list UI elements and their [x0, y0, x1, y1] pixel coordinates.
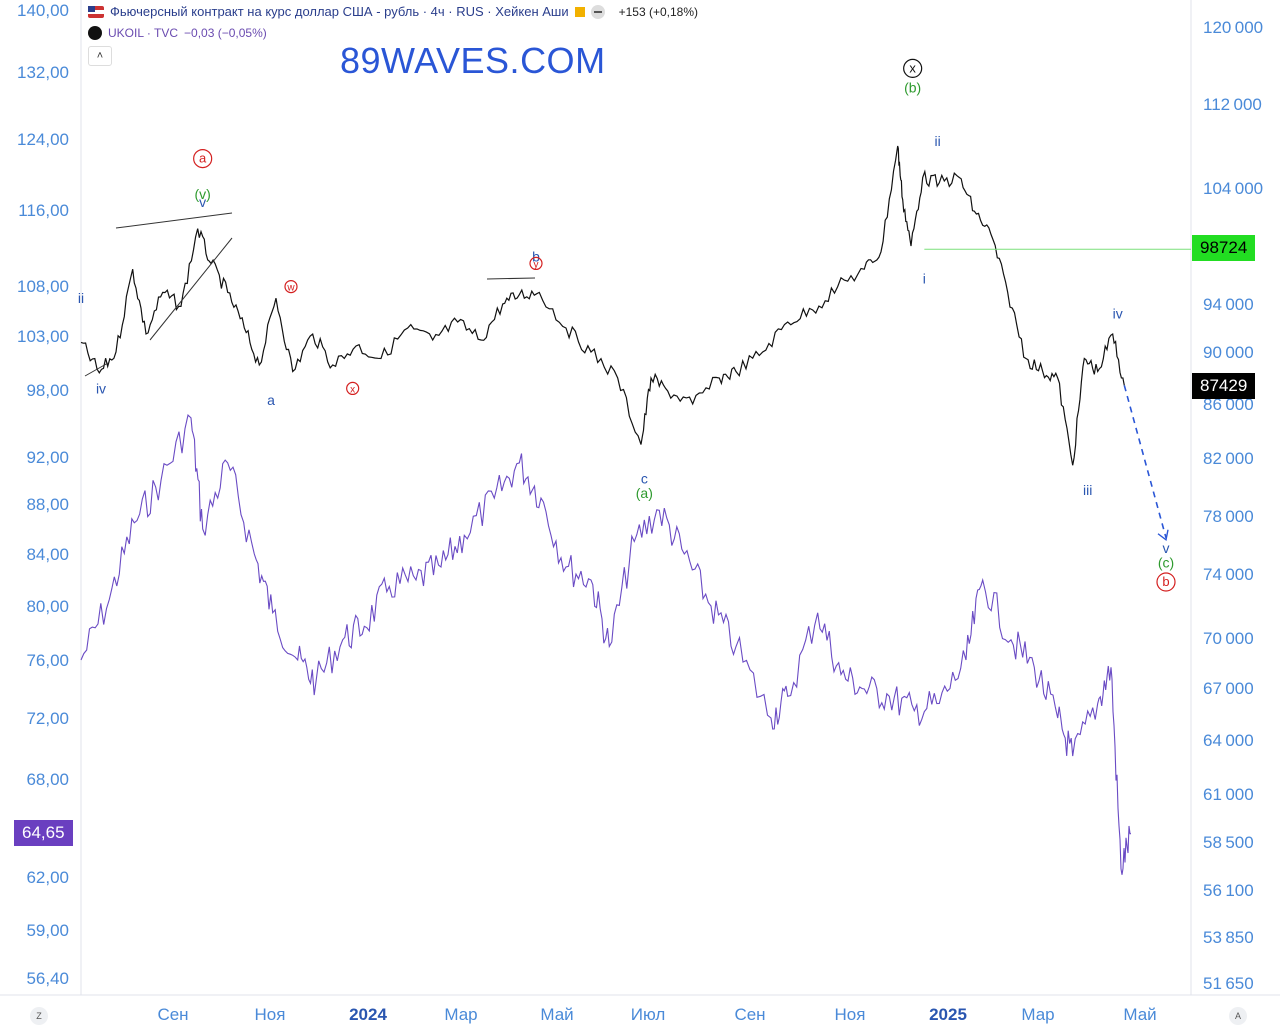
- wave-label: b: [1162, 574, 1169, 589]
- x-axis-tick: Май: [540, 1005, 573, 1024]
- wave-label-circle: [193, 149, 213, 169]
- right-axis-tick: 104 000: [1203, 179, 1263, 198]
- minus-icon[interactable]: [590, 4, 605, 19]
- right-axis-tick: 56 100: [1203, 881, 1254, 900]
- right-axis-tick: 112 000: [1203, 95, 1262, 114]
- x-axis-tick: Сен: [734, 1005, 765, 1024]
- x-axis-tick: Мар: [1021, 1005, 1054, 1024]
- right-axis-tick: 90 000: [1203, 343, 1254, 362]
- left-axis-tick: 68,00: [26, 770, 69, 789]
- wave-label: (a): [636, 485, 653, 501]
- x-axis-tick: Июл: [631, 1005, 666, 1024]
- triangle-trendline-upper: [115, 212, 233, 229]
- wave-label: a: [199, 151, 207, 166]
- chart-header: Фьючерсный контракт на курс доллар США -…: [88, 4, 698, 19]
- x-axis-tick: Сен: [157, 1005, 188, 1024]
- left-axis-tick: 59,00: [26, 921, 69, 940]
- wave-label: x: [350, 384, 355, 395]
- x-axis-tick: Ноя: [835, 1005, 866, 1024]
- right-axis-tick: 53 850: [1203, 928, 1254, 947]
- left-axis-tick: 132,00: [17, 63, 69, 82]
- left-axis-tick: 116,00: [18, 201, 69, 220]
- x-axis-tick: 2025: [929, 1005, 967, 1024]
- wave-label: v: [1163, 540, 1170, 556]
- left-axis-tick: 103,00: [17, 327, 69, 346]
- us-flag-icon: [88, 5, 104, 18]
- price-change: +153 (+0,18%): [618, 4, 698, 19]
- symbol-title[interactable]: Фьючерсный контракт на курс доллар США -…: [110, 4, 569, 19]
- oil-drop-icon: [88, 26, 102, 40]
- watermark: 89WAVES.COM: [340, 40, 606, 81]
- wave-label: i: [923, 270, 926, 286]
- wave-label-circle: [529, 256, 543, 270]
- triangle-trendline-lower: [149, 237, 233, 341]
- right-axis-tick: 82 000: [1203, 449, 1254, 468]
- wave-label: iv: [96, 380, 106, 396]
- x-axis-tick: Ноя: [255, 1005, 286, 1024]
- bottom-trendline: [84, 362, 109, 377]
- left-axis-tick: 76,00: [26, 651, 69, 670]
- zoom-corner-button[interactable]: Z: [30, 1007, 48, 1025]
- right-axis-tick: 70 000: [1203, 629, 1254, 648]
- right-axis-tick: 86 000: [1203, 395, 1254, 414]
- wave-label-circle: [346, 381, 360, 395]
- oil-series-line: [80, 414, 1131, 875]
- wave-label: a: [267, 392, 275, 408]
- si-series-line: [80, 145, 1125, 466]
- oil-price-tag: 64,65: [14, 820, 73, 846]
- wave-label-circle: [284, 280, 298, 294]
- right-axis-tick: 64 000: [1203, 731, 1254, 750]
- wave-label: ii: [935, 133, 941, 149]
- right-axis-tick: 58 500: [1203, 833, 1254, 852]
- right-axis-tick: 94 000: [1203, 295, 1254, 314]
- wave-label: y: [534, 259, 539, 270]
- left-axis-tick: 84,00: [26, 545, 69, 564]
- right-axis-tick: 67 000: [1203, 679, 1254, 698]
- left-axis-tick: 80,00: [26, 597, 69, 616]
- wave-label: (v): [195, 186, 211, 202]
- level-price-tag: 98724: [1192, 235, 1256, 261]
- wave-label-circle: [1156, 572, 1176, 592]
- left-axis-tick: 62,00: [26, 868, 69, 887]
- right-axis-tick: 120 000: [1203, 18, 1263, 37]
- left-axis-tick: 88,00: [26, 495, 69, 514]
- left-axis-tick: 92,00: [26, 448, 69, 467]
- wave-label: w: [286, 283, 295, 294]
- left-axis-tick: 108,00: [17, 277, 69, 296]
- left-axis-tick: 124,00: [17, 130, 69, 149]
- marker-icon: [574, 6, 585, 17]
- wave-label: c: [641, 470, 648, 486]
- collapse-legend-button[interactable]: ˄: [88, 46, 112, 66]
- left-axis-tick: 56,40: [26, 969, 69, 988]
- wave-label-circle: [903, 58, 923, 78]
- wave-label: (c): [1158, 554, 1174, 570]
- x-axis-tick: Мар: [444, 1005, 477, 1024]
- top-trendline: [486, 277, 536, 280]
- right-axis-tick: 51 650: [1203, 974, 1254, 993]
- right-axis-tick: 78 000: [1203, 507, 1254, 526]
- auto-scale-button[interactable]: A: [1229, 1007, 1247, 1025]
- x-axis-tick: Май: [1123, 1005, 1156, 1024]
- wave-label: x: [909, 60, 916, 75]
- right-axis-tick: 61 000: [1203, 785, 1254, 804]
- forecast-path: [1123, 385, 1167, 538]
- forecast-arrowhead: [1157, 529, 1169, 541]
- wave-label: iv: [1113, 306, 1123, 322]
- wave-label: v: [199, 194, 206, 210]
- overlay-symbol[interactable]: UKOIL · TVC: [108, 26, 179, 40]
- left-axis-tick: 72,00: [26, 709, 69, 728]
- left-axis-tick: 140,00: [17, 1, 69, 20]
- wave-label: b: [532, 248, 540, 264]
- wave-label: iii: [1083, 482, 1092, 498]
- left-axis-tick: 98,00: [26, 381, 69, 400]
- overlay-change: −0,03 (−0,05%): [184, 26, 267, 40]
- right-axis-tick: 74 000: [1203, 565, 1254, 584]
- wave-label: ii: [78, 290, 84, 306]
- x-axis-tick: 2024: [349, 1005, 387, 1024]
- last-price-tag: 87429: [1192, 373, 1256, 399]
- overlay-header: UKOIL · TVC −0,03 (−0,05%): [88, 26, 267, 40]
- wave-label: (b): [904, 80, 921, 96]
